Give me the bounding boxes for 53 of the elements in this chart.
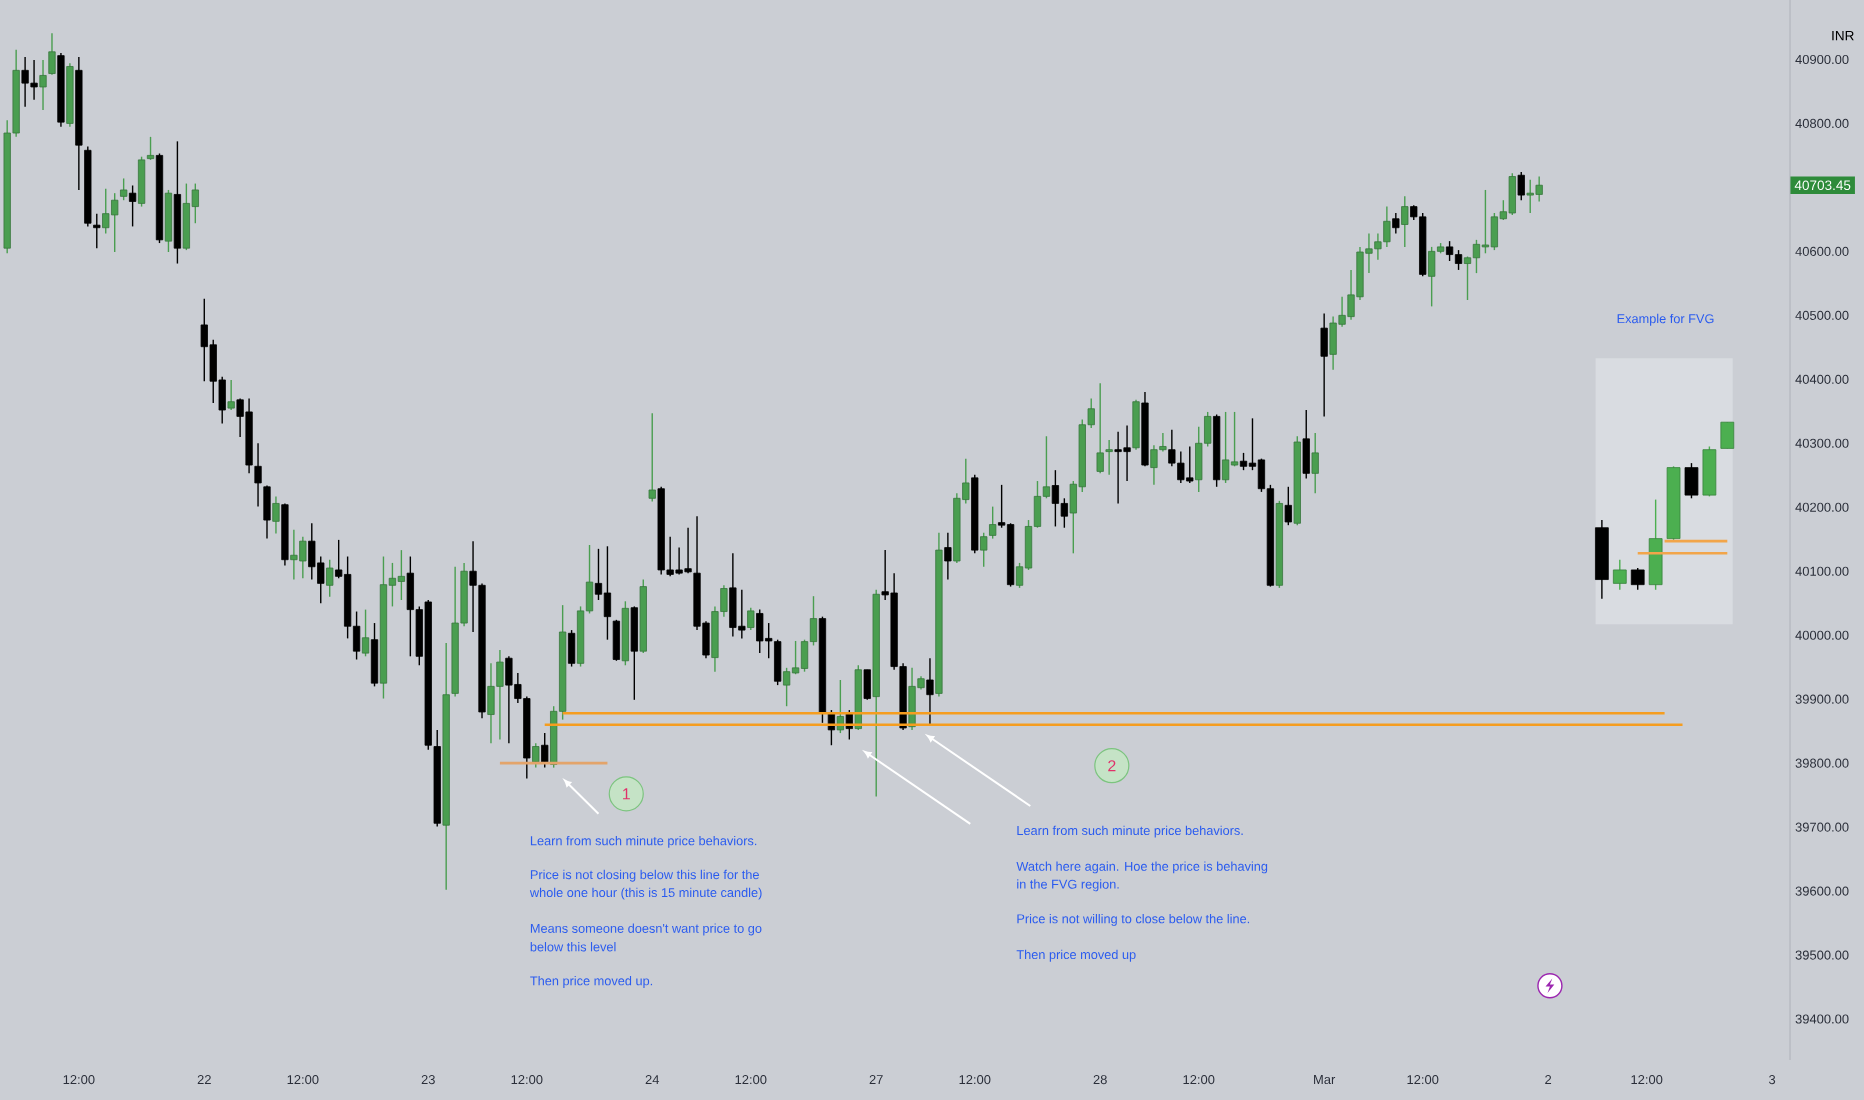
candlestick xyxy=(1428,246,1436,308)
candlestick xyxy=(1481,189,1490,254)
candlestick xyxy=(164,189,173,253)
candlestick xyxy=(1302,409,1310,480)
candlestick xyxy=(137,155,146,208)
candlestick xyxy=(980,532,988,568)
candlestick xyxy=(128,184,137,228)
candlestick xyxy=(1702,445,1717,498)
candlestick xyxy=(48,32,56,76)
candlestick xyxy=(326,559,334,598)
candlestick xyxy=(254,442,262,508)
candlestick xyxy=(1311,432,1319,494)
candlestick xyxy=(397,549,406,601)
candlestick xyxy=(361,608,370,658)
candlestick xyxy=(1490,212,1499,251)
candlestick xyxy=(989,505,997,540)
candlestick xyxy=(263,484,271,540)
candlestick xyxy=(272,495,280,535)
candlestick xyxy=(1454,249,1463,271)
candlestick xyxy=(1320,312,1328,418)
candlestick xyxy=(944,532,952,581)
candlestick xyxy=(747,607,755,631)
candlestick xyxy=(1445,240,1454,262)
candlestick xyxy=(370,622,379,688)
candlestick xyxy=(863,669,871,701)
candlestick xyxy=(541,732,549,769)
candlestick xyxy=(1472,239,1481,274)
candlestick xyxy=(1096,382,1104,475)
candlestick xyxy=(532,742,540,769)
candlestick xyxy=(93,212,101,249)
candlestick xyxy=(648,412,656,503)
candlestick xyxy=(1684,462,1699,499)
candlestick xyxy=(1051,469,1060,528)
candlestick xyxy=(630,605,638,701)
candlestick xyxy=(1401,195,1409,248)
candlestick xyxy=(782,667,791,707)
candlestick xyxy=(120,177,128,201)
candlestick xyxy=(567,629,576,668)
candlestick xyxy=(1517,171,1525,201)
candlestick xyxy=(1612,559,1627,591)
candlestick xyxy=(1630,567,1645,591)
candlestick xyxy=(1720,421,1735,450)
candlestick xyxy=(1284,486,1292,526)
candlestick xyxy=(39,59,47,111)
candlestick xyxy=(227,379,235,411)
candlestick xyxy=(1392,212,1400,235)
candlestick xyxy=(1132,399,1140,451)
candlestick xyxy=(146,136,155,161)
candlestick xyxy=(926,657,934,726)
candlestick xyxy=(612,619,621,662)
candlestick xyxy=(1221,411,1230,484)
candlestick xyxy=(1105,439,1113,476)
candlestick xyxy=(603,545,612,641)
